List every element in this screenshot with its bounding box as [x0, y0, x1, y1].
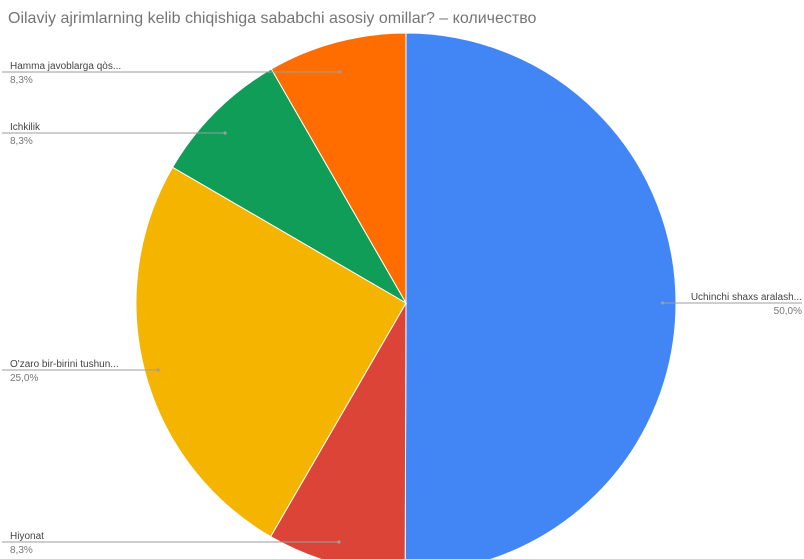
pie-slice[interactable]: [270, 32, 407, 305]
slice-percent-label: 8,3%: [10, 136, 33, 147]
slice-percent-label: 8,3%: [10, 75, 33, 86]
slice-label: Ichkilik: [10, 122, 41, 133]
chart-title: Oilaviy ajrimlarning kelib chiqishiga sa…: [8, 10, 537, 27]
leader-dot: [223, 131, 227, 135]
pie-slice[interactable]: [269, 301, 407, 559]
slice-percent-label: 25,0%: [10, 373, 38, 384]
slice-percent-label: 50,0%: [774, 306, 802, 317]
slice-label: O'zaro bir-birini tushun...: [10, 359, 119, 370]
slice-label: Hiyonat: [10, 531, 44, 542]
leader-dot: [338, 70, 342, 74]
leader-dot: [660, 301, 665, 305]
leader-dot: [156, 368, 160, 372]
pie-slice[interactable]: [135, 166, 407, 538]
leader-dot: [337, 540, 341, 544]
slice-percent-label: 8,3%: [10, 545, 33, 556]
slice-label: Uchinchi shaxs aralash...: [691, 292, 802, 303]
slice-label: Hamma javoblarga qòs...: [10, 61, 121, 72]
pie-slice[interactable]: [404, 32, 677, 559]
